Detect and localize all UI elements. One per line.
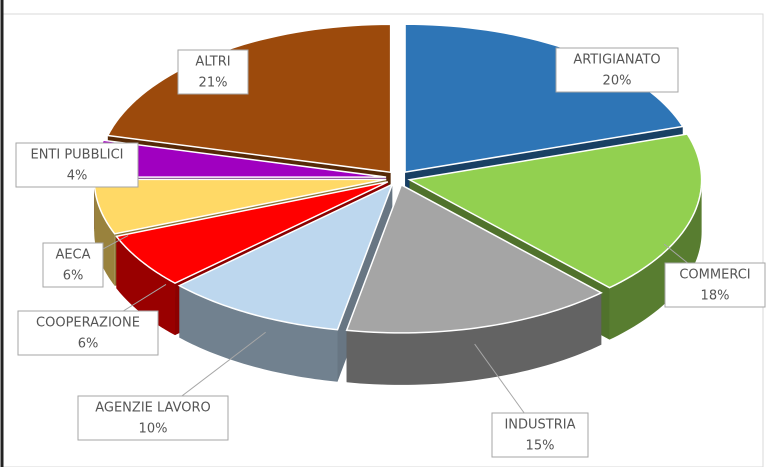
label-box xyxy=(555,47,679,93)
category-label: ARTIGIANATO xyxy=(573,53,660,68)
slice-side xyxy=(179,285,338,382)
value-label: 6% xyxy=(63,269,84,284)
slice-top xyxy=(345,183,603,334)
slice-top xyxy=(93,178,387,235)
value-label: 10% xyxy=(139,422,168,437)
slice-side xyxy=(116,236,176,336)
category-label: INDUSTRIA xyxy=(504,418,575,433)
category-label: ALTRI xyxy=(195,55,230,70)
value-label: 4% xyxy=(67,169,88,184)
label-box xyxy=(177,49,249,95)
slice-side xyxy=(94,179,115,286)
value-label: 20% xyxy=(603,74,632,89)
label-box xyxy=(664,262,766,308)
category-label: COMMERCI xyxy=(679,268,750,283)
category-label: COOPERAZIONE xyxy=(36,316,140,331)
label-box xyxy=(491,412,589,458)
slice-top xyxy=(177,182,394,331)
category-label: ENTI PUBBLICI xyxy=(30,148,123,163)
slice-top xyxy=(115,181,389,285)
value-label: 21% xyxy=(199,76,228,91)
value-label: 6% xyxy=(78,337,99,352)
label-box xyxy=(77,395,229,441)
label-box xyxy=(42,242,104,288)
slice-top xyxy=(407,133,703,289)
value-label: 18% xyxy=(701,289,730,304)
category-label: AECA xyxy=(55,248,90,263)
slice xyxy=(345,183,603,385)
value-label: 15% xyxy=(526,439,555,454)
slice xyxy=(177,182,394,382)
label-box xyxy=(17,310,159,356)
category-label: AGENZIE LAVORO xyxy=(95,401,211,416)
label-box xyxy=(15,142,139,188)
